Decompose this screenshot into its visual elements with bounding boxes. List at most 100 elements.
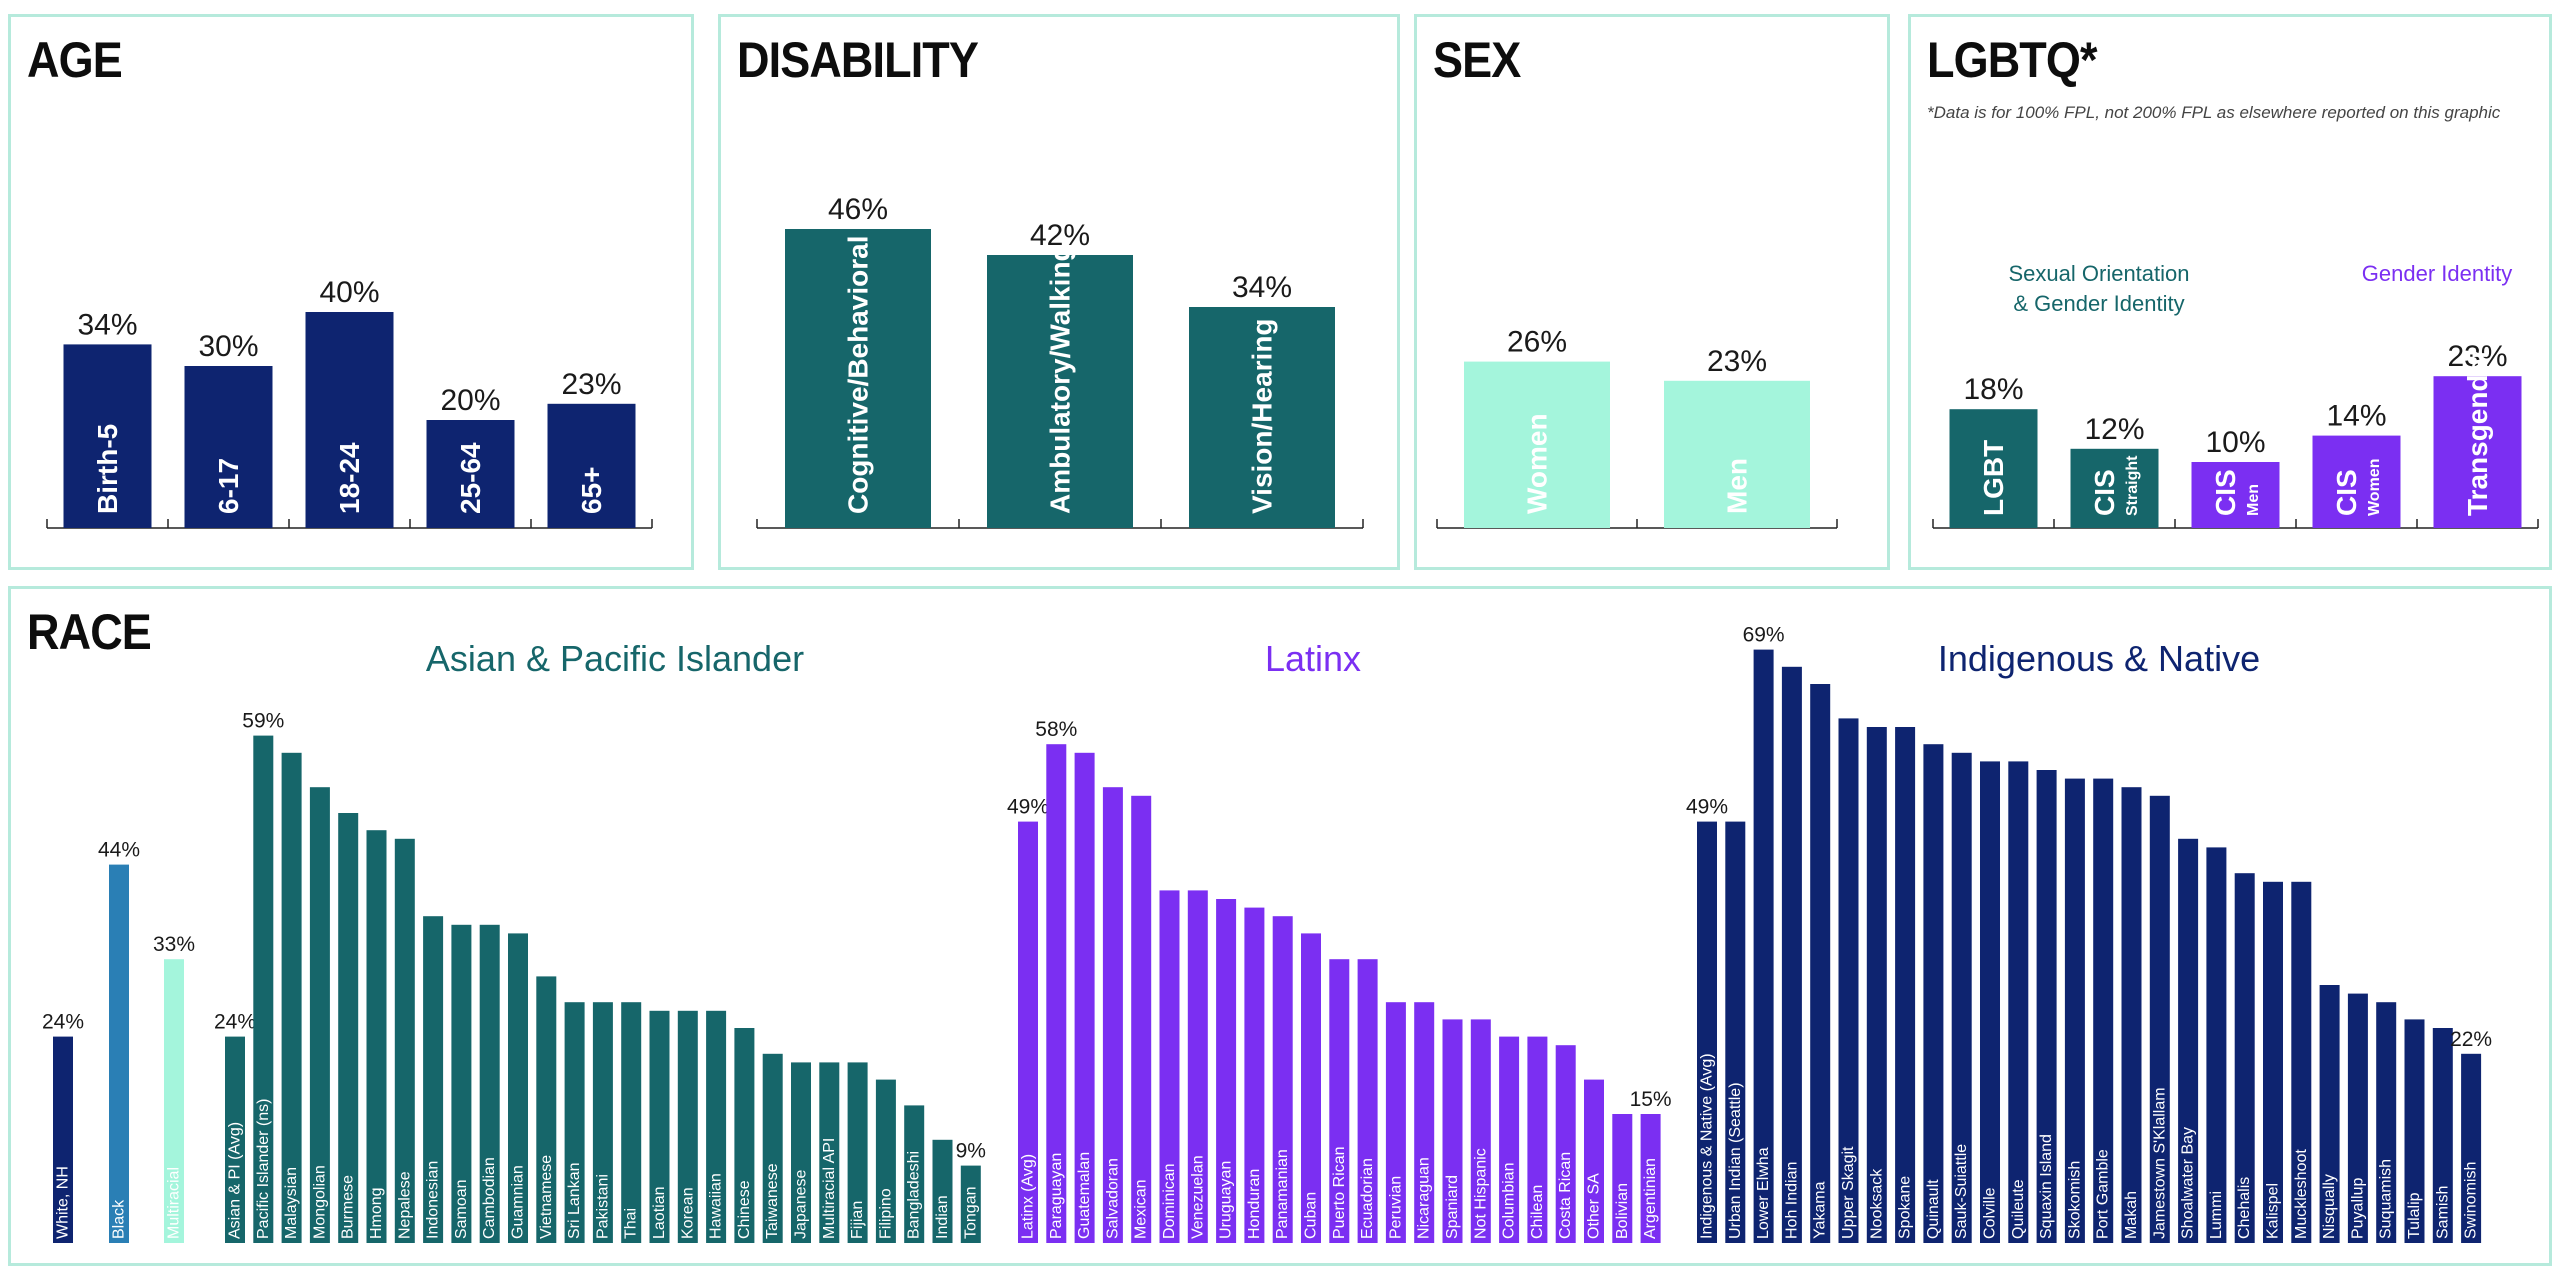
bar-value-label: 42% — [1030, 219, 1090, 252]
bar — [2234, 873, 2255, 1243]
bar-category-label: Venezuelan — [1189, 1155, 1206, 1239]
group-title: Indigenous & Native — [1938, 638, 2260, 679]
bar-category-label: Transgender — [2462, 348, 2493, 516]
bar-category-label: Costa Rican — [1557, 1152, 1574, 1239]
bar-category-sublabel: Straight — [2124, 455, 2141, 516]
bar — [2178, 838, 2199, 1243]
bar-category-label: Spaniard — [1444, 1175, 1461, 1239]
bar — [1074, 752, 1095, 1243]
bar-category-label: Kalispel — [2265, 1183, 2282, 1239]
bar — [2432, 1028, 2453, 1243]
bar — [960, 1165, 981, 1243]
bar — [1244, 907, 1265, 1243]
bar — [1131, 795, 1152, 1243]
bar-category-label: Hoh Indian — [1783, 1162, 1800, 1239]
bar-category-label: Latinx (Avg) — [1020, 1154, 1037, 1239]
bar-category-label: Sauk-Suiattle — [1953, 1144, 1970, 1239]
bar-category-label: CIS — [2089, 469, 2120, 516]
bar-value-label: 15% — [1630, 1088, 1672, 1111]
bar-category-label: Nooksack — [1868, 1168, 1885, 1239]
bar — [1527, 1036, 1548, 1243]
bar-category-label: Lummi — [2208, 1191, 2225, 1239]
bar — [2191, 462, 2280, 528]
bar — [547, 403, 636, 528]
bar-category-label: Bolivian — [1614, 1183, 1631, 1239]
bar — [819, 1062, 840, 1243]
bar — [451, 924, 472, 1243]
bar-category-label: CIS — [2210, 469, 2241, 516]
bar-value-label: 49% — [1686, 796, 1728, 819]
group-title: Latinx — [1265, 638, 1361, 679]
bar-category-label: Ecuadorian — [1359, 1158, 1376, 1239]
bar — [2206, 847, 2227, 1243]
bar-category-label: LGBT — [1978, 440, 2009, 516]
bar-value-label: 30% — [198, 330, 258, 363]
bar — [1046, 744, 1067, 1243]
bar — [2064, 778, 2085, 1243]
bar — [677, 1010, 698, 1243]
bar — [1189, 307, 1335, 528]
bar-category-label: Upper Skagit — [1840, 1146, 1857, 1239]
bar — [1357, 959, 1378, 1243]
bar — [2433, 376, 2522, 528]
bar — [1499, 1036, 1520, 1243]
bar-category-label: Guatemalan — [1076, 1152, 1093, 1239]
bar — [1781, 666, 1802, 1243]
bar-category-label: Filipino — [877, 1188, 894, 1239]
bar — [2319, 985, 2340, 1243]
bar — [649, 1010, 670, 1243]
bar-category-label: Ambulatory/Walking — [1045, 244, 1076, 514]
race-chart: 24% White, NH 44% Black 33% Multiracial Asian … — [42, 624, 2492, 1243]
bar — [1838, 718, 1859, 1243]
bar-category-label: Hawaiian — [708, 1173, 725, 1239]
bar-category-label: Makah — [2123, 1191, 2140, 1239]
bar-category-label: Thai — [623, 1208, 640, 1239]
bar-category-label: Panamanian — [1274, 1149, 1291, 1239]
bar-value-label: 26% — [1507, 326, 1567, 359]
bar-category-label: Puyallup — [2349, 1178, 2366, 1239]
bar-value-label: 34% — [1232, 271, 1292, 304]
age-panel: AGE 34% Birth-5 30% 6-17 40% 18-24 20% 25-64 23%… — [8, 14, 694, 570]
bar — [1301, 933, 1321, 1243]
bar-category-label: White, NH — [55, 1166, 72, 1239]
bar — [904, 1105, 925, 1243]
bar — [508, 933, 528, 1243]
bar-category-label: Chilean — [1529, 1185, 1546, 1239]
bar — [63, 344, 152, 528]
disability-panel: DISABILITY 46% Cognitive/Behavioral 42% Amb… — [718, 14, 1400, 570]
bar-category-label: 18-24 — [334, 442, 365, 514]
bar-category-label: Argentinian — [1642, 1158, 1659, 1239]
bar-category-label: Muckleshoot — [2293, 1149, 2310, 1239]
bar-category-label: Cognitive/Behavioral — [843, 235, 874, 514]
bar — [309, 787, 330, 1243]
bar-category-label: Guamnian — [510, 1165, 527, 1239]
bar — [847, 1062, 868, 1243]
bar — [1895, 727, 1916, 1243]
bar — [1951, 752, 1972, 1243]
bar-category-label: Women — [1522, 413, 1553, 514]
bar — [2036, 770, 2057, 1243]
bar — [1640, 1114, 1661, 1243]
bar-value-label: 24% — [42, 1011, 84, 1034]
bar — [2121, 787, 2142, 1243]
bar — [394, 838, 415, 1243]
panel-title: RACE — [27, 604, 152, 660]
bar-category-label: Pacific Islander (ns) — [255, 1099, 272, 1240]
bar-category-label: Quileute — [2010, 1179, 2027, 1239]
bar-category-label: Nepalese — [396, 1171, 413, 1239]
bar-category-label: Korean — [679, 1187, 696, 1239]
bar — [2404, 1019, 2425, 1243]
bar-value-label: 23% — [2447, 340, 2507, 373]
bar-category-label: Asian & PI (Avg) — [227, 1122, 244, 1239]
bar — [1664, 380, 1810, 528]
panel-title: SEX — [1433, 32, 1521, 88]
bar-category-label: Other SA — [1586, 1173, 1603, 1239]
bar-category-label: Squaxin Island — [2038, 1134, 2055, 1239]
bar — [592, 1002, 613, 1243]
bar — [1697, 821, 1717, 1243]
bar-category-label: 6-17 — [213, 458, 244, 514]
bar-value-label: 20% — [440, 384, 500, 417]
bar-value-label: 44% — [98, 839, 140, 862]
bar-category-label: Uruguayan — [1218, 1161, 1235, 1239]
bar-category-label: Spokane — [1897, 1176, 1914, 1239]
